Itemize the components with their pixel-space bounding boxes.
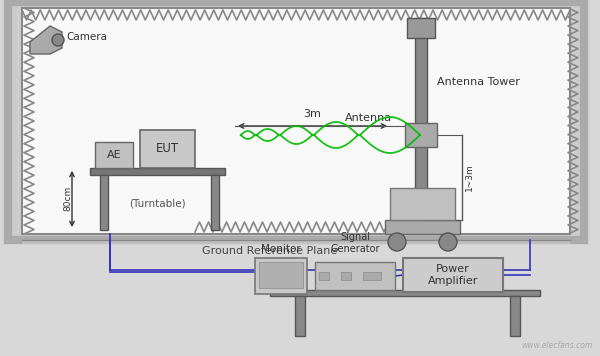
- Bar: [319, 272, 329, 280]
- Text: AE: AE: [107, 150, 121, 160]
- Bar: [415, 18, 427, 220]
- Text: 1~3m: 1~3m: [465, 163, 474, 191]
- Text: Antenna Tower: Antenna Tower: [437, 77, 520, 87]
- Text: Monitor: Monitor: [261, 244, 301, 254]
- Ellipse shape: [52, 34, 64, 46]
- Bar: [363, 272, 381, 280]
- Bar: [211, 175, 219, 230]
- Bar: [100, 175, 108, 230]
- Polygon shape: [30, 26, 62, 54]
- Text: Ground Reference Plane: Ground Reference Plane: [202, 246, 338, 256]
- Bar: [341, 272, 351, 280]
- Bar: [22, 8, 570, 234]
- Text: Camera: Camera: [66, 32, 107, 42]
- Bar: [22, 240, 570, 244]
- Text: www.elecfans.com: www.elecfans.com: [522, 341, 593, 350]
- Text: Signal
Generator: Signal Generator: [330, 232, 380, 254]
- Bar: [405, 123, 437, 147]
- Bar: [255, 258, 307, 294]
- Text: Power
Amplifier: Power Amplifier: [428, 264, 478, 286]
- Bar: [403, 258, 503, 292]
- Bar: [295, 296, 305, 336]
- Circle shape: [439, 233, 457, 251]
- Bar: [259, 262, 303, 288]
- Bar: [90, 168, 225, 175]
- Bar: [407, 18, 435, 38]
- Circle shape: [388, 233, 406, 251]
- Bar: [385, 220, 460, 234]
- Text: (Turntable): (Turntable): [128, 198, 185, 208]
- Bar: [95, 142, 133, 168]
- Text: Antenna: Antenna: [345, 113, 392, 123]
- Bar: [315, 262, 395, 290]
- Bar: [510, 296, 520, 336]
- Text: EUT: EUT: [155, 142, 179, 156]
- Bar: [270, 290, 540, 296]
- Text: 80cm: 80cm: [64, 185, 73, 211]
- Bar: [140, 130, 195, 168]
- Bar: [390, 188, 455, 220]
- Text: 3m: 3m: [303, 109, 321, 119]
- Bar: [8, 2, 584, 240]
